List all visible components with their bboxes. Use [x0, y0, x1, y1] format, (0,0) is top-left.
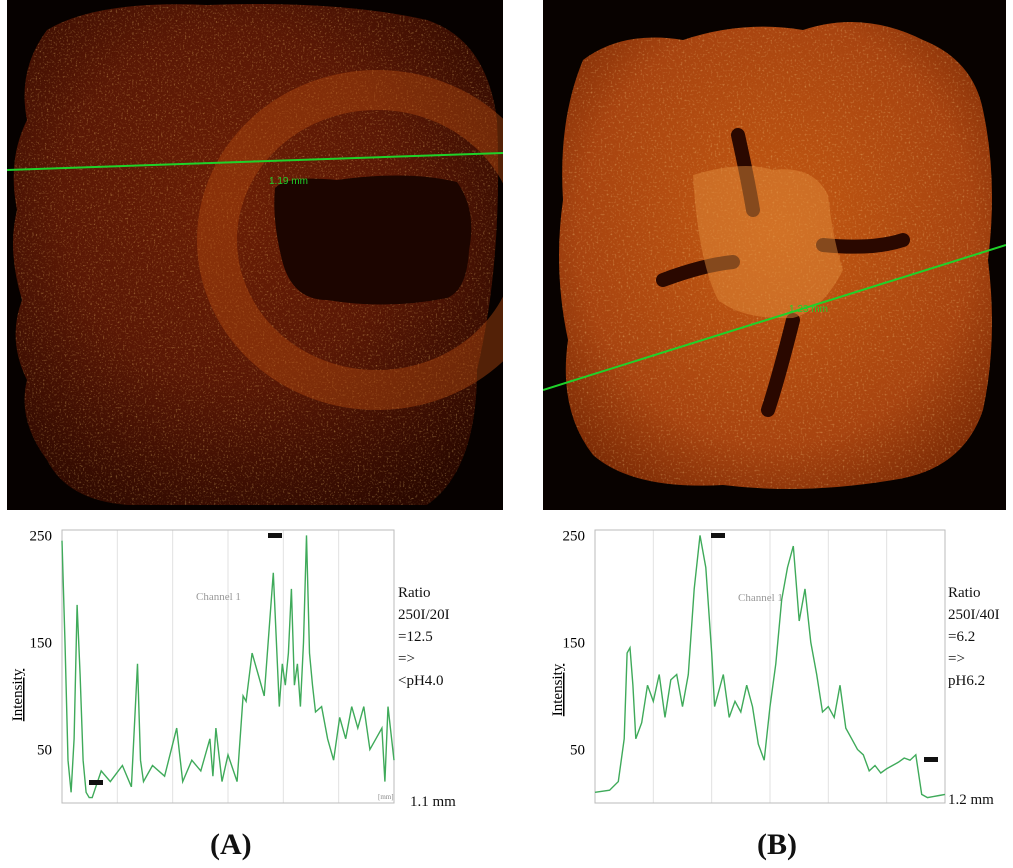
y-tick-label-b: 150 [563, 635, 586, 651]
max-marker-a [268, 533, 282, 538]
plot-frame-b [594, 529, 946, 804]
scan-line-b [543, 244, 1006, 391]
x-axis-end-label-a: 1.1 mm [410, 794, 456, 810]
min-marker-b [924, 757, 938, 762]
plot-frame-a [61, 529, 395, 804]
scan-line-a [7, 152, 503, 171]
series-label-a: Channel 1 [196, 591, 241, 603]
panel-label-b: (B) [757, 828, 797, 861]
y-axis-label-a: Intensity [10, 668, 26, 721]
plot-grid-b [652, 530, 888, 803]
y-tick-label-b: 50 [570, 742, 585, 758]
y-tick-label-b: 250 [563, 528, 586, 544]
y-axis-label-b: Intensity [550, 663, 566, 716]
y-tick-label-a: 250 [30, 528, 53, 544]
panel-label-a: (A) [210, 828, 252, 861]
scan-line-label-b: 1.23 mm [789, 304, 828, 315]
intensity-plot-a: 250 150 50 Intensity Channel 1 [mm] [10, 528, 395, 804]
max-marker-b [711, 533, 725, 538]
ratio-note-a: Ratio 250I/20I =12.5 => <pH4.0 [398, 585, 450, 689]
profile-line-a [61, 535, 395, 799]
series-label-b: Channel 1 [738, 592, 783, 604]
intensity-plot-b: 250 150 50 Intensity Channel 1 [550, 528, 946, 804]
profile-line-b [594, 535, 946, 799]
y-tick-label-a: 50 [37, 742, 52, 758]
y-tick-label-a: 150 [30, 635, 53, 651]
corner-mark-a: [mm] [378, 793, 394, 801]
scan-line-label-a: 1.19 mm [269, 176, 308, 187]
micrograph-b: 1.23 mm [543, 0, 1006, 510]
x-axis-end-label-b: 1.2 mm [948, 792, 994, 808]
min-marker-a [89, 780, 103, 785]
micrograph-a: 1.19 mm [7, 0, 503, 510]
ratio-note-b: Ratio 250I/40I =6.2 => pH6.2 [948, 585, 1000, 689]
